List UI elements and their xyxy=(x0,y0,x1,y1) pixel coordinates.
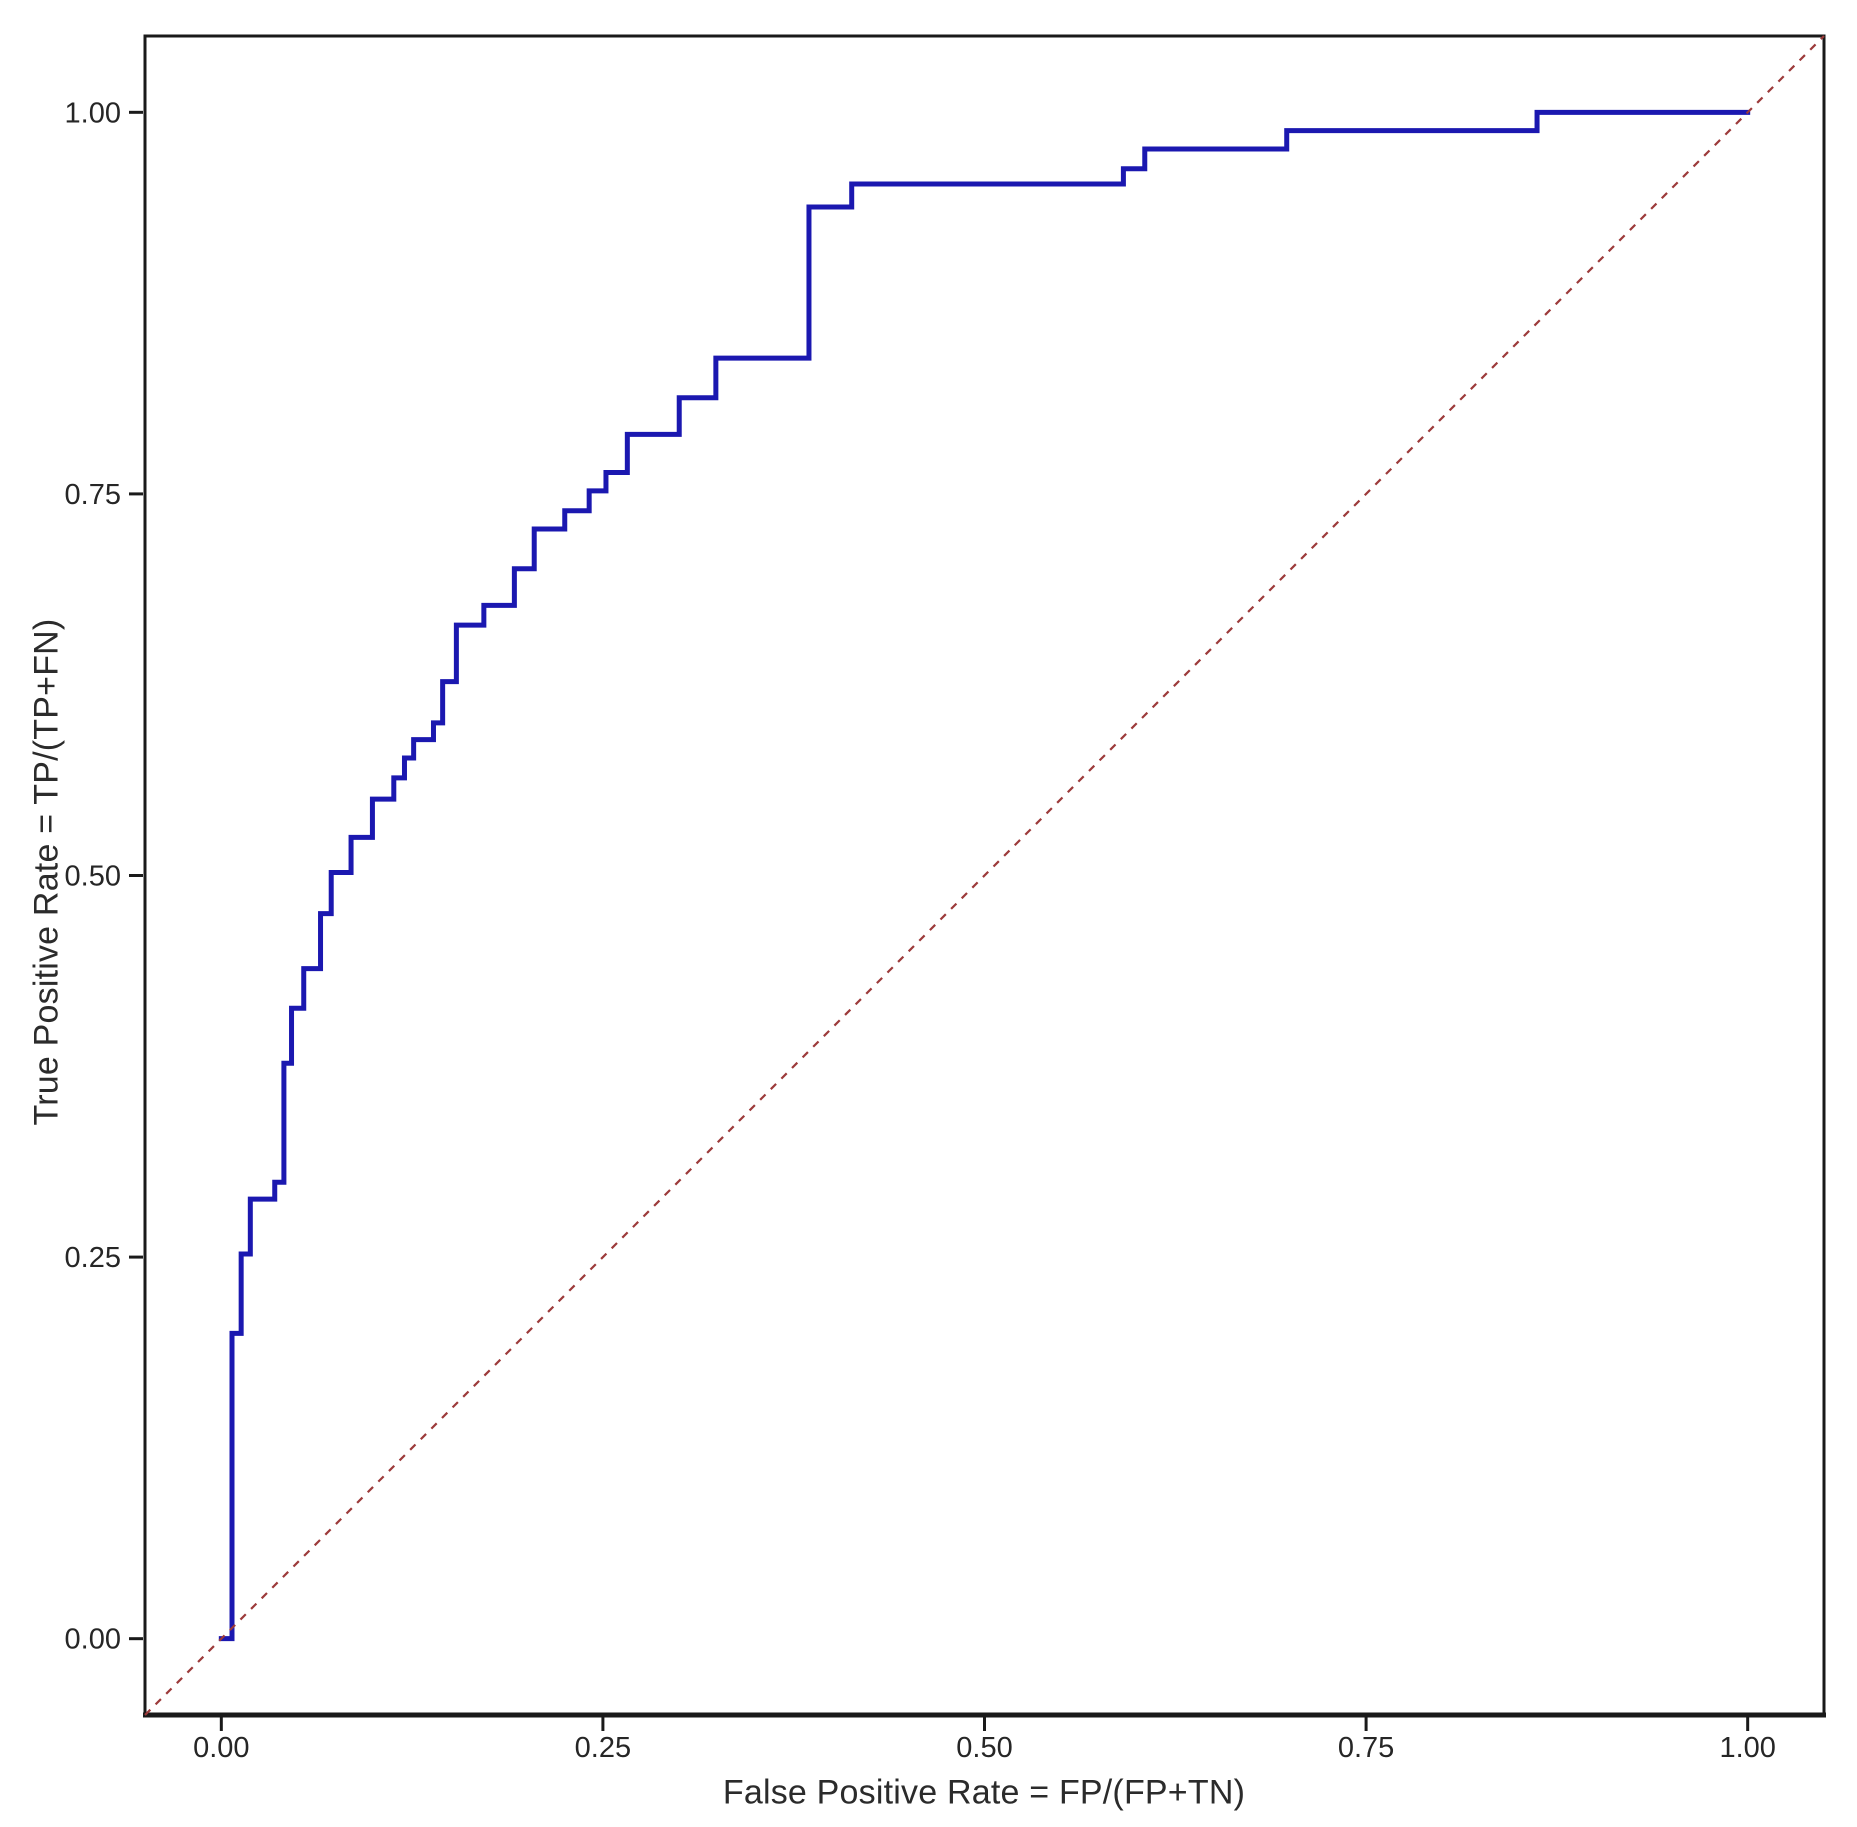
x-tick-label: 0.50 xyxy=(956,1732,1012,1764)
x-tick-label: 0.25 xyxy=(575,1732,631,1764)
roc-curve xyxy=(218,109,1751,1642)
x-axis-title: False Positive Rate = FP/(FP+TN) xyxy=(722,1773,1246,1812)
x-tick-label: 0.00 xyxy=(193,1732,249,1764)
y-tick-label: 0.50 xyxy=(65,861,121,893)
chance-diagonal xyxy=(144,35,1825,1716)
x-tick-label: 0.75 xyxy=(1338,1732,1394,1764)
y-tick-label: 1.00 xyxy=(65,97,121,129)
y-axis-title: True Positive Rate = TP/(TP+FN) xyxy=(27,618,66,1126)
y-tick-label: 0.25 xyxy=(65,1242,121,1274)
y-tick-label: 0.75 xyxy=(65,479,121,511)
x-tick-label: 1.00 xyxy=(1719,1732,1775,1764)
y-tick-label: 0.00 xyxy=(65,1624,121,1656)
